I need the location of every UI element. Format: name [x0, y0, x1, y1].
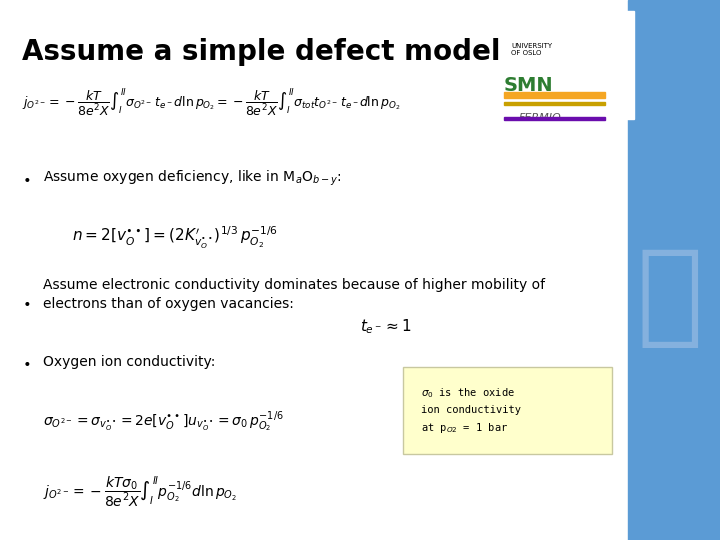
FancyBboxPatch shape	[403, 367, 612, 454]
Text: $\bullet$: $\bullet$	[22, 355, 30, 369]
Bar	[504, 117, 605, 120]
Text: Oxygen ion conductivity:: Oxygen ion conductivity:	[43, 355, 215, 369]
Text: FERMIO: FERMIO	[518, 113, 561, 124]
Text: SMN: SMN	[504, 76, 554, 94]
Text: $j_{O^{2-}} = -\dfrac{kT\sigma_0}{8e^2X}\int_{I}^{II} p_{O_2}^{-1/6} d\ln p_{O_2: $j_{O^{2-}} = -\dfrac{kT\sigma_0}{8e^2X}…	[43, 474, 238, 509]
Text: Assume a simple defect model: Assume a simple defect model	[22, 38, 500, 66]
Text: UNIVERSITY
OF OSLO: UNIVERSITY OF OSLO	[511, 43, 552, 56]
Bar	[628, 0, 720, 540]
Bar	[504, 92, 605, 98]
Text: Assume electronic conductivity dominates because of higher mobility of
electrons: Assume electronic conductivity dominates…	[43, 278, 545, 311]
Text: Assume oxygen deficiency, like in M$_a$O$_{b-y}$:: Assume oxygen deficiency, like in M$_a$O…	[43, 168, 342, 188]
Text: $\sigma_0$ is the oxide
ion conductivity
at p$_{O2}$ = 1 bar: $\sigma_0$ is the oxide ion conductivity…	[421, 386, 521, 435]
Bar	[490, 11, 634, 119]
Text: $\sigma_{O^{2-}} = \sigma_{v_O^{\bullet\bullet}} = 2e[v_O^{\bullet\bullet}]u_{v_: $\sigma_{O^{2-}} = \sigma_{v_O^{\bullet\…	[43, 409, 284, 434]
Text: $t_{e^-} \approx 1$: $t_{e^-} \approx 1$	[360, 318, 412, 336]
Text: $j_{O^{2-}} = -\dfrac{kT}{8e^2X}\int_{I}^{II}\sigma_{O^{2-}}\, t_{e^-} d\ln p_{O: $j_{O^{2-}} = -\dfrac{kT}{8e^2X}\int_{I}…	[22, 86, 400, 119]
Text: $\bullet$: $\bullet$	[22, 171, 30, 185]
Bar	[504, 102, 605, 105]
Text: 👤: 👤	[636, 244, 703, 350]
Text: $n = 2[v_O^{\bullet\bullet}] = (2K^{\prime}_{v_O^{\bullet\bullet}})^{1/3}\, p_{O: $n = 2[v_O^{\bullet\bullet}] = (2K^{\pri…	[72, 224, 278, 251]
Text: $\bullet$: $\bullet$	[22, 295, 30, 309]
